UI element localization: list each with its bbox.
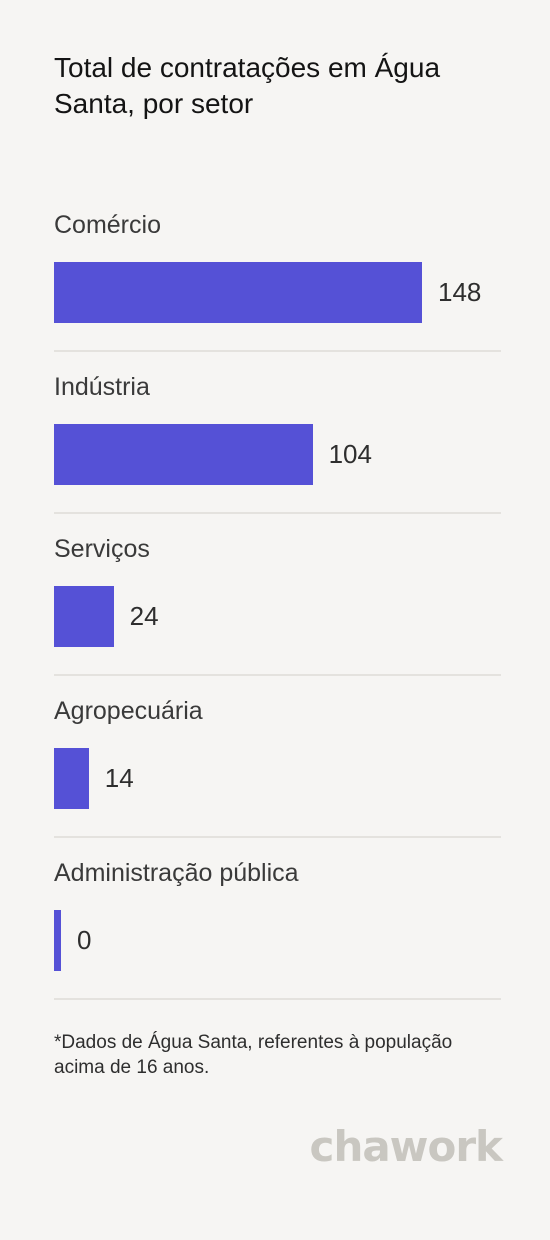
chart-row: Agropecuária 14 — [54, 676, 501, 838]
value-label: 0 — [77, 925, 92, 955]
category-label: Administração pública — [54, 859, 299, 887]
category-label: Agropecuária — [54, 697, 203, 725]
bar — [54, 262, 422, 323]
chart-row: Comércio 148 — [54, 190, 501, 352]
chart-row: Administração pública 0 — [54, 838, 501, 1000]
bar-chart: Comércio 148 Indústria 104 Serviços 24 Agropec… — [54, 190, 501, 1000]
category-label: Indústria — [54, 373, 150, 401]
bar — [54, 910, 61, 971]
category-label: Serviços — [54, 535, 150, 563]
chart-title: Total de contratações em Água Santa, por… — [54, 52, 441, 119]
chart-row: Serviços 24 — [54, 514, 501, 676]
category-label: Comércio — [54, 211, 161, 239]
value-label: 14 — [104, 763, 134, 793]
footnote: *Dados de Água Santa, referentes à popul… — [54, 1032, 453, 1078]
value-label: 148 — [438, 277, 482, 307]
bar — [54, 748, 89, 809]
value-label: 24 — [129, 601, 159, 631]
bar — [54, 586, 114, 647]
chart-row: Indústria 104 — [54, 352, 501, 514]
value-label: 104 — [328, 439, 372, 469]
bar — [54, 424, 313, 485]
brand-logo: chawork — [309, 1122, 503, 1171]
